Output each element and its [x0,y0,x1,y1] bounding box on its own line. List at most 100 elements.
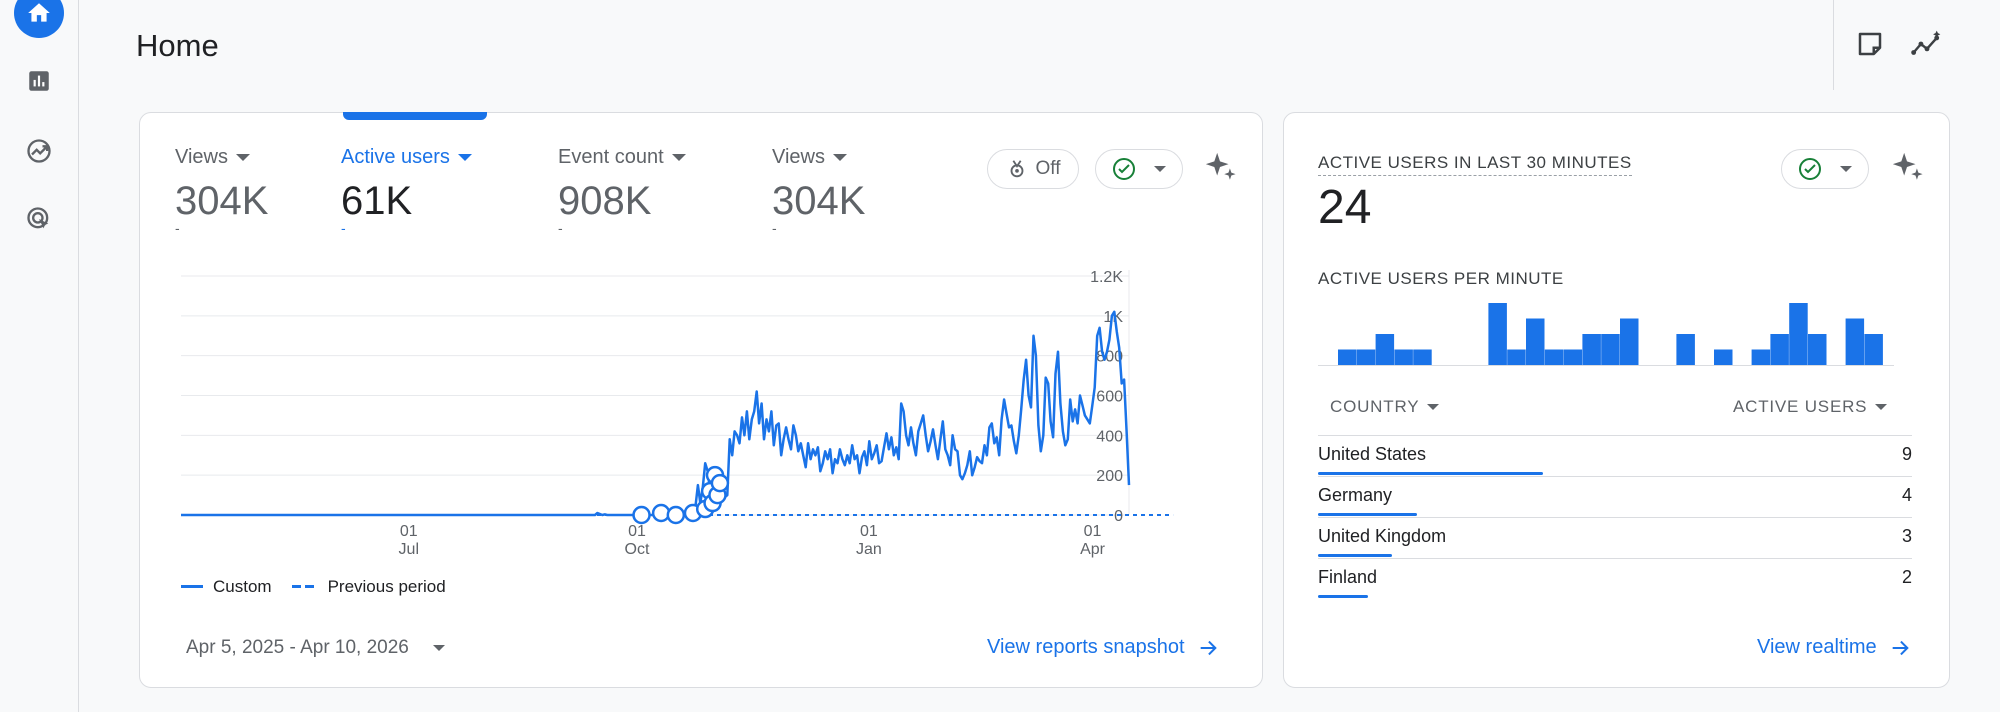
per-minute-bar[interactable] [1751,349,1771,366]
x-tick-day-label: 01 [1084,523,1102,540]
y-tick-label: 400 [1096,428,1123,445]
per-minute-bar[interactable] [1563,349,1583,366]
left-navigation [0,0,79,712]
chevron-down-icon [671,154,686,161]
x-tick-day-label: 01 [628,523,646,540]
nav-home-button[interactable] [14,0,64,38]
series-custom-line [181,310,1131,517]
active-users-column-header[interactable]: ACTIVE USERS [1733,397,1888,417]
header-divider [1833,0,1834,90]
per-minute-bar[interactable] [1488,303,1507,365]
per-minute-bar[interactable] [1789,303,1808,365]
table-row[interactable]: Germany 4 [1318,476,1912,518]
ai-insights-button[interactable] [1203,150,1237,189]
check-circle-icon [1799,158,1821,180]
per-minute-bar[interactable] [1375,334,1395,365]
realtime-ai-insights-button[interactable] [1890,150,1924,189]
per-minute-bar[interactable] [1413,349,1432,366]
x-tick-month-label: Jul [399,541,419,558]
per-minute-bar[interactable] [1526,318,1545,366]
annotation-marker[interactable] [666,505,686,525]
metric-tab-views[interactable]: Views 304K - [175,146,268,246]
view-realtime-link[interactable]: View realtime [1757,636,1911,659]
country-name: Germany [1318,485,1393,505]
table-row[interactable]: United States 9 [1318,435,1912,477]
realtime-card [1283,112,1950,688]
country-share-bar [1318,595,1368,598]
view-reports-snapshot-label: View reports snapshot [987,636,1185,658]
per-minute-bar[interactable] [1394,349,1413,366]
annotation-marker[interactable] [710,473,730,493]
insights-button[interactable] [1907,24,1947,64]
date-range-selector[interactable]: Apr 5, 2025 - Apr 10, 2026 [186,637,445,659]
country-share-bar [1318,513,1417,516]
nav-explore-button[interactable] [14,126,64,176]
per-minute-bar[interactable] [1676,334,1695,365]
per-minute-bar[interactable] [1714,349,1733,366]
data-quality-button[interactable] [1095,149,1183,189]
advertising-icon [27,207,49,229]
country-name: United States [1318,444,1427,464]
realtime-data-quality-button[interactable] [1781,149,1869,189]
date-range-label: Apr 5, 2025 - Apr 10, 2026 [186,637,409,658]
legend-previous-period-label: Previous period [327,577,446,596]
x-tick-month-label: Oct [625,541,650,558]
country-name: United Kingdom [1318,526,1447,546]
per-minute-bar[interactable] [1864,334,1883,365]
arrow-right-icon [1200,640,1217,655]
per-minute-bar[interactable] [1845,318,1865,366]
per-minute-bar[interactable] [1620,318,1639,366]
metric-tab-views-2[interactable]: Views 304K - [772,146,865,246]
annotation-markers[interactable] [632,465,730,525]
y-tick-label: 600 [1096,389,1123,406]
y-tick-label: 200 [1096,468,1123,485]
realtime-title[interactable]: ACTIVE USERS IN LAST 30 MINUTES [1318,153,1632,176]
country-name: Finland [1318,567,1378,587]
country-active-users: 9 [1901,444,1912,464]
metric-comparison: - [175,220,180,236]
metric-tab-active-users[interactable]: Active users 61K - [341,146,472,246]
annotation-marker[interactable] [632,505,651,525]
per-minute-bar[interactable] [1808,334,1827,365]
per-minute-bar[interactable] [1770,334,1789,365]
country-active-users: 4 [1901,485,1912,505]
per-minute-bar[interactable] [1507,349,1526,366]
metric-comparison: - [772,220,777,236]
chevron-down-icon [833,154,847,161]
home-icon [28,3,50,22]
table-row[interactable]: United Kingdom 3 [1318,517,1912,559]
country-active-users: 2 [1901,567,1912,587]
metric-tab-event-count[interactable]: Event count 908K - [558,146,686,246]
insights-toggle[interactable]: Off [987,149,1079,189]
metric-value: 61K [341,179,413,223]
y-tick-label: 0 [1114,508,1123,525]
country-active-users: 3 [1901,526,1912,546]
realtime-active-users-value: 24 [1318,181,1372,234]
notes-button[interactable] [1850,24,1890,64]
per-minute-bar[interactable] [1544,349,1564,366]
x-tick-month-label: Apr [1080,541,1106,558]
nav-advertising-button[interactable] [14,194,64,244]
x-tick-month-label: Jan [856,541,882,558]
table-row[interactable]: Finland 2 [1318,558,1912,600]
sparkle-icon [1892,152,1923,180]
metric-comparison: - [558,220,563,236]
view-reports-snapshot-link[interactable]: View reports snapshot [987,636,1219,659]
per-minute-bar[interactable] [1582,334,1601,365]
per-minute-bar[interactable] [1601,334,1620,365]
chevron-down-icon [457,154,472,161]
per-minute-bars [1338,303,1883,365]
chevron-down-icon [1427,404,1440,410]
view-realtime-label: View realtime [1757,636,1877,658]
nav-reports-button[interactable] [14,56,64,106]
per-minute-bar[interactable] [1338,349,1357,366]
annotation-marker[interactable] [651,503,671,523]
country-column-header[interactable]: COUNTRY [1330,397,1440,417]
per-minute-title: ACTIVE USERS PER MINUTE [1318,269,1564,288]
per-minute-bar[interactable] [1356,349,1376,366]
